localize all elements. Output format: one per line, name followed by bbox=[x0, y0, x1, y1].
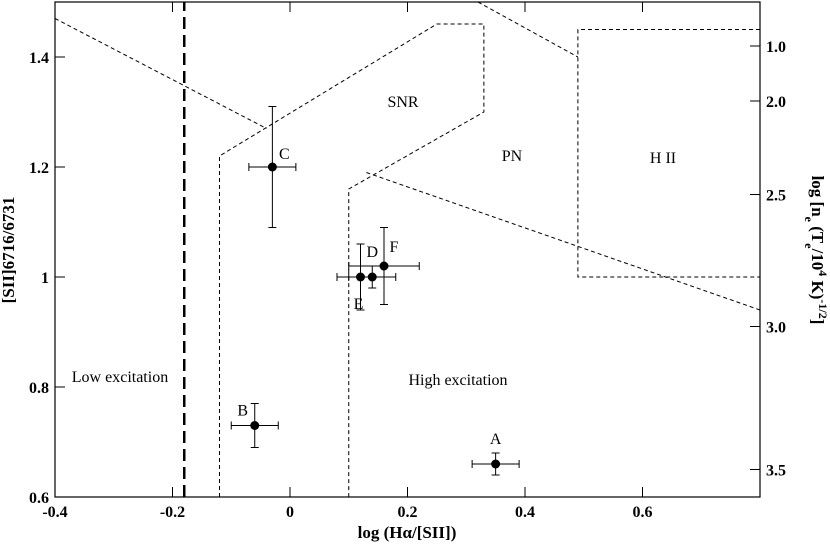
y-axis-label: [SII]6716/6731 bbox=[0, 197, 18, 304]
y2-tick-label: 2.5 bbox=[766, 188, 786, 205]
y2-tick-label: 1.0 bbox=[766, 39, 786, 56]
x-axis-label: log (Hα/[SII]) bbox=[358, 523, 457, 542]
point bbox=[491, 459, 501, 469]
x-tick-label: 0.2 bbox=[398, 504, 418, 521]
region-label: High excitation bbox=[408, 372, 507, 389]
y-tick-label: 1.2 bbox=[29, 160, 49, 177]
point-label: B bbox=[237, 403, 248, 420]
point-label: A bbox=[490, 431, 502, 448]
y2-label-part: /10 bbox=[808, 248, 827, 271]
y-tick-label: 1 bbox=[41, 270, 49, 287]
point bbox=[267, 162, 277, 172]
point-label: F bbox=[390, 239, 399, 256]
region-label: PN bbox=[502, 148, 523, 165]
x-tick-label: 0 bbox=[286, 504, 294, 521]
region-boundary bbox=[577, 29, 760, 278]
y2-label-part: -1/2 bbox=[816, 299, 830, 318]
point bbox=[356, 272, 365, 282]
point-label: D bbox=[366, 244, 378, 261]
y2-label-part: ] bbox=[808, 319, 827, 325]
y2-label-part: log [n bbox=[808, 176, 827, 218]
x-tick-label: -0.4 bbox=[42, 504, 67, 521]
x-tick-label: -0.2 bbox=[160, 504, 185, 521]
y2-label-part: (T bbox=[808, 222, 827, 244]
region-boundary bbox=[54, 18, 267, 129]
y2-tick-label: 3.0 bbox=[766, 320, 786, 337]
y-tick-label: 0.8 bbox=[29, 380, 49, 397]
point bbox=[250, 421, 260, 430]
region-label: H II bbox=[650, 150, 676, 167]
y2-label-part: e bbox=[802, 243, 816, 249]
y2-label-part: e bbox=[802, 217, 816, 223]
y-tick-label: 0.6 bbox=[29, 490, 49, 507]
plot-frame bbox=[54, 1, 761, 498]
region-label: Low excitation bbox=[72, 369, 168, 386]
y2-label-part: 4 bbox=[816, 270, 830, 276]
point bbox=[379, 261, 389, 271]
y2-tick-label: 2.0 bbox=[766, 94, 786, 111]
region-boundary bbox=[366, 172, 761, 311]
point-label: C bbox=[279, 146, 290, 163]
region-boundary bbox=[477, 1, 579, 58]
x-tick-label: 0.4 bbox=[515, 504, 535, 521]
y-tick-label: 1.4 bbox=[29, 50, 49, 67]
point-label: E bbox=[354, 296, 364, 313]
y2-label-part: K) bbox=[808, 276, 827, 299]
region-boundary bbox=[219, 23, 485, 497]
y2-tick-label: 3.5 bbox=[766, 463, 786, 480]
y2-axis-label: log [ne (Te/104 K)-1/2] bbox=[802, 176, 830, 325]
x-tick-label: 0.6 bbox=[633, 504, 653, 521]
region-label: SNR bbox=[387, 94, 418, 111]
